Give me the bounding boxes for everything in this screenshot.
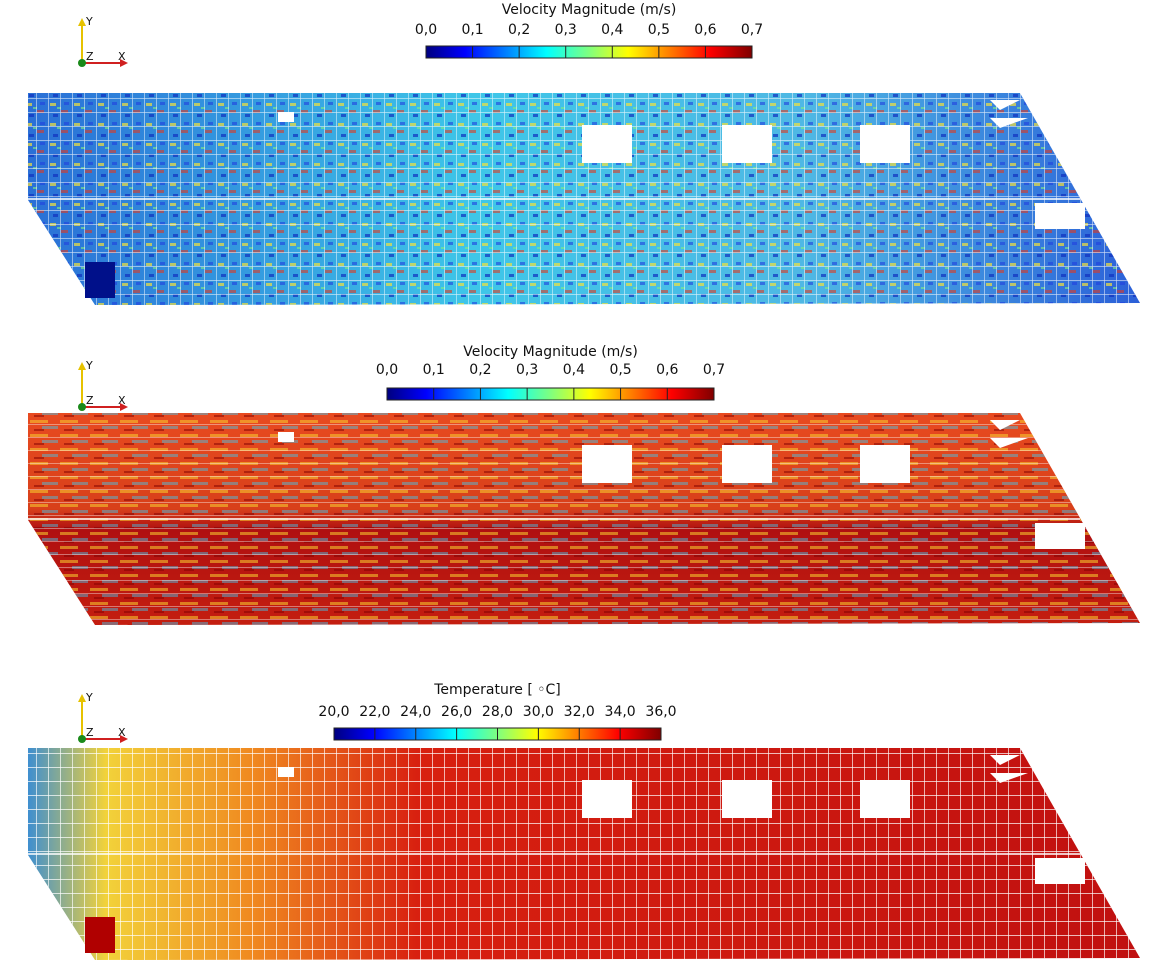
opening <box>278 112 294 122</box>
opening <box>582 780 632 818</box>
axis-label: Z <box>86 394 94 407</box>
right-edge <box>990 100 1028 128</box>
colorbar-tick-label: 34,0 <box>605 704 636 720</box>
axis-x-head <box>120 59 128 67</box>
colorbar-tick-label: 0,2 <box>508 22 530 38</box>
opening <box>278 767 294 777</box>
colorbar-title: Temperature [ ◦C] <box>433 682 561 698</box>
colorbar-tick-label: 26,0 <box>441 704 472 720</box>
opening <box>722 780 772 818</box>
axis-label: Z <box>86 50 94 63</box>
opening <box>860 125 910 163</box>
field-view <box>28 93 1140 305</box>
colorbar <box>386 387 715 401</box>
panel: Temperature [ ◦C] 20,0 22,0 24,0 26,0 28,0 30,… <box>28 682 1140 960</box>
axis-y-head <box>78 18 86 26</box>
right-edge <box>990 420 1028 448</box>
opening <box>722 445 772 483</box>
axis-label: Y <box>85 359 93 372</box>
opening <box>1035 523 1085 549</box>
axis-label: X <box>118 50 126 63</box>
colorbar-tick-label: 0,4 <box>601 22 623 38</box>
field-view <box>28 748 1140 960</box>
axis-z-dot <box>78 59 86 67</box>
axis-x-head <box>120 735 128 743</box>
colorbar-tick-label: 36,0 <box>645 704 676 720</box>
colorbar-tick-label: 0,5 <box>648 22 670 38</box>
colorbar-title: Velocity Magnitude (m/s) <box>463 344 638 360</box>
colorbar-tick-label: 0,0 <box>376 362 398 378</box>
opening <box>860 780 910 818</box>
colorbar-tick-label: 20,0 <box>318 704 349 720</box>
inlet-block <box>85 262 115 298</box>
colorbar-tick-label: 0,6 <box>694 22 716 38</box>
opening <box>860 445 910 483</box>
colorbar-tick-label: 0,4 <box>563 362 585 378</box>
panel: Velocity Magnitude (m/s) 0,0 0,1 0,2 0,3 0,4 0… <box>28 344 1140 625</box>
field-view <box>28 413 1140 625</box>
colorbar-title: Velocity Magnitude (m/s) <box>502 2 677 18</box>
axis-label: Z <box>86 726 94 739</box>
axis-x-head <box>120 403 128 411</box>
colorbar-tick-label: 0,5 <box>609 362 631 378</box>
axis-y-head <box>78 694 86 702</box>
opening <box>1035 858 1085 884</box>
colorbar-tick-label: 0,1 <box>461 22 483 38</box>
colorbar-tick-label: 24,0 <box>400 704 431 720</box>
colorbar-tick-label: 0,0 <box>415 22 437 38</box>
right-edge <box>990 755 1028 783</box>
axis-y-head <box>78 362 86 370</box>
opening <box>1035 203 1085 229</box>
colorbar-tick-label: 32,0 <box>564 704 595 720</box>
axis-z-dot <box>78 735 86 743</box>
colorbar-tick-label: 0,6 <box>656 362 678 378</box>
opening <box>722 125 772 163</box>
axis-label: Y <box>85 691 93 704</box>
colorbar-tick-label: 0,3 <box>555 22 577 38</box>
opening <box>582 445 632 483</box>
axis-z-dot <box>78 403 86 411</box>
axis-label: X <box>118 726 126 739</box>
colorbar-tick-label: 0,1 <box>423 362 445 378</box>
colorbar-tick-label: 0,2 <box>469 362 491 378</box>
colorbar-tick-label: 0,7 <box>741 22 763 38</box>
axis-label: Y <box>85 15 93 28</box>
panel: Velocity Magnitude (m/s) 0,0 0,1 0,2 0,3 0,4 0… <box>28 2 1140 305</box>
opening <box>582 125 632 163</box>
colorbar <box>425 45 753 59</box>
colorbar-tick-label: 28,0 <box>482 704 513 720</box>
inlet-block <box>85 917 115 953</box>
opening <box>278 432 294 442</box>
axis-label: X <box>118 394 126 407</box>
colorbar-tick-label: 0,3 <box>516 362 538 378</box>
colorbar-tick-label: 0,7 <box>703 362 725 378</box>
colorbar-tick-label: 22,0 <box>359 704 390 720</box>
colorbar-tick-label: 30,0 <box>523 704 554 720</box>
